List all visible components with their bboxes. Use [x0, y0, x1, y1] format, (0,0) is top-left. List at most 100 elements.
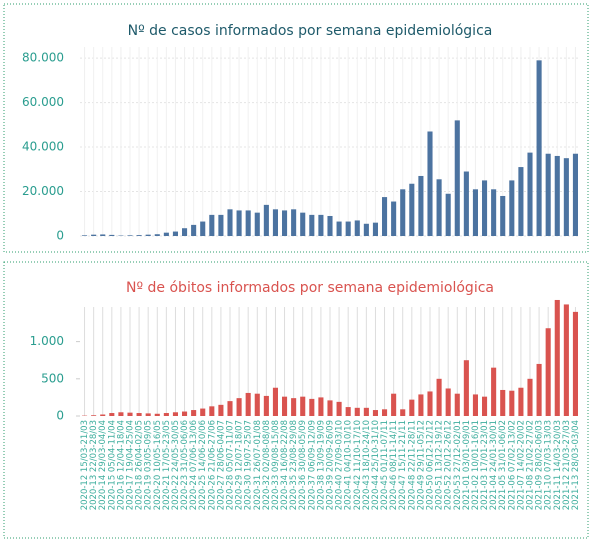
bar — [336, 221, 342, 236]
bar — [91, 234, 97, 236]
y-tick-label: 60.000 — [22, 95, 64, 109]
bar — [563, 158, 569, 236]
bar — [500, 195, 506, 236]
x-tick-label: 2020-12 15/03-21/03 — [80, 420, 90, 510]
x-tick-label: 2021-01 03/01-09/01 — [462, 420, 472, 510]
bar — [127, 235, 133, 236]
bar — [254, 393, 260, 416]
x-tick-label: 2021-05 31/01-06/02 — [498, 420, 508, 510]
x-tick-label: 2020-15 05/04-11/04 — [107, 420, 117, 510]
bar — [518, 167, 524, 236]
bar — [191, 410, 197, 416]
x-tick-label: 2020-34 16/08-22/08 — [280, 420, 290, 510]
bar — [200, 408, 206, 416]
bar — [463, 171, 469, 236]
bar — [100, 234, 106, 236]
bar — [500, 389, 506, 416]
bar — [136, 235, 142, 236]
x-tick-label: 2020-32 02/08-08/08 — [262, 420, 272, 510]
x-tick-label: 2020-18 26/04-02/05 — [135, 420, 145, 510]
bar — [263, 395, 269, 416]
bar — [491, 367, 497, 416]
bar — [300, 396, 306, 416]
x-tick-label: 2020-28 05/07-11/07 — [226, 420, 236, 510]
bar — [182, 411, 188, 416]
bar — [545, 328, 551, 416]
bar — [563, 304, 569, 416]
bar — [363, 223, 369, 236]
bar — [572, 311, 578, 416]
bar — [463, 360, 469, 416]
y-tick-label: 500 — [41, 371, 64, 385]
x-tick-label: 2021-09 28/02-06/03 — [535, 420, 545, 510]
bar — [145, 234, 151, 236]
bar — [109, 234, 115, 236]
bar — [354, 220, 360, 236]
bar — [182, 228, 188, 236]
bar — [291, 398, 297, 416]
x-tick-label: 2021-10 07/03-13/03 — [544, 420, 554, 510]
bar — [554, 299, 560, 416]
bar — [545, 153, 551, 236]
x-tick-label: 2021-08 21/02-27/02 — [526, 420, 536, 510]
x-tick-label: 2020-22 24/05-30/05 — [171, 420, 181, 510]
x-tick-label: 2021-11 14/03-20/03 — [553, 420, 563, 510]
bar — [200, 221, 206, 236]
bar — [145, 413, 151, 416]
bar — [318, 397, 324, 416]
bar — [291, 209, 297, 236]
x-tick-label: 2021-04 24/01-30/01 — [489, 420, 499, 510]
bar — [245, 392, 251, 416]
x-tick-label: 2020-35 23/08-29/08 — [289, 420, 299, 510]
bar — [100, 414, 106, 416]
bar — [209, 214, 215, 236]
x-tick-label: 2020-31 26/07-01/08 — [253, 420, 263, 510]
chart-title: Nº de óbitos informados por semana epide… — [126, 280, 494, 296]
bar — [491, 189, 497, 236]
bar — [445, 193, 451, 236]
bar — [127, 412, 133, 416]
x-tick-label: 2020-29 12/07-18/07 — [235, 420, 245, 510]
x-tick-label: 2020-39 20/09-26/09 — [326, 420, 336, 510]
bar — [400, 189, 406, 236]
bar — [163, 232, 169, 236]
bar — [154, 413, 160, 416]
x-tick-label: 2021-03 17/01-23/01 — [480, 420, 490, 510]
bar — [109, 413, 115, 416]
bar — [336, 401, 342, 416]
bar — [327, 400, 333, 416]
bar — [227, 209, 233, 236]
bar — [345, 221, 351, 236]
x-tick-label: 2020-20 10/05-16/05 — [153, 420, 163, 510]
bar — [509, 390, 515, 416]
bar — [254, 212, 260, 236]
bar — [354, 407, 360, 416]
x-tick-label: 2021-07 14/02-20/02 — [516, 420, 526, 510]
bar — [391, 201, 397, 236]
bar — [282, 396, 288, 416]
bar — [300, 212, 306, 236]
bar — [382, 197, 388, 236]
bar — [472, 189, 478, 236]
bar — [572, 153, 578, 236]
bar — [345, 407, 351, 416]
bar — [272, 209, 278, 236]
bar — [554, 155, 560, 236]
x-tick-label: 2020-23 31/05-06/06 — [180, 420, 190, 510]
x-tick-label: 2020-26 21/06-27/06 — [207, 420, 217, 510]
bar — [118, 412, 124, 416]
y-tick-label: 40.000 — [22, 140, 64, 154]
chart-title: Nº de casos informados por semana epidem… — [128, 23, 493, 39]
bar — [436, 179, 442, 236]
bar — [427, 131, 433, 236]
bar — [418, 394, 424, 416]
bar — [509, 180, 515, 236]
bar — [172, 412, 178, 416]
bar — [82, 235, 88, 236]
bar — [400, 409, 406, 416]
x-tick-label: 2020-44 25/10-31/10 — [371, 420, 381, 510]
x-tick-label: 2020-24 07/06-13/06 — [189, 420, 199, 510]
x-tick-label: 2021-13 28/03-03/04 — [571, 420, 581, 510]
bar — [263, 204, 269, 236]
